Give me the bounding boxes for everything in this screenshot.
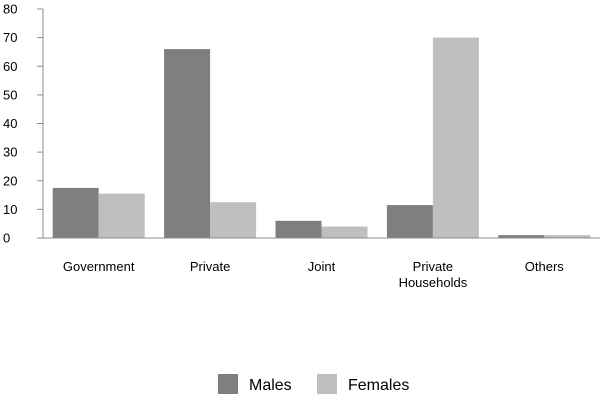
legend-swatch-females [317, 374, 337, 394]
bar-females-0 [98, 193, 145, 238]
legend-label-males: Males [249, 377, 292, 394]
plot-area [52, 37, 591, 239]
x-tick-label-line: Others [525, 259, 565, 274]
x-tick-label: Joint [308, 259, 336, 274]
y-tick-label: 40 [3, 116, 17, 131]
y-tick-label: 0 [3, 231, 10, 246]
bar-females-3 [432, 37, 479, 238]
bar-males-4 [498, 235, 545, 238]
y-axis: 0 10 20 30 40 50 60 70 80 [3, 2, 44, 246]
y-tick-label: 10 [3, 202, 17, 217]
legend-label-females: Females [348, 377, 409, 394]
x-tick-label: Government [63, 259, 135, 274]
x-tick-label: Private [190, 259, 230, 274]
x-tick-label-line: Private [413, 259, 453, 274]
x-axis: Government Private Joint Private HouseholdsO… [43, 237, 600, 290]
y-tick-label: 60 [3, 59, 17, 74]
x-tick-label: Others [525, 259, 565, 274]
x-tick-label-line: Government [63, 259, 135, 274]
y-tick-label: 70 [3, 30, 17, 45]
bar-females-1 [210, 202, 257, 238]
bar-males-3 [386, 205, 433, 238]
bar-females-4 [544, 235, 591, 238]
bar-males-1 [164, 49, 211, 239]
y-tick-label: 20 [3, 173, 17, 188]
y-tick-label: 80 [3, 2, 17, 17]
x-tick-label-line: Private [190, 259, 230, 274]
x-tick-label: Private Households [399, 259, 468, 290]
legend-swatch-males [218, 374, 238, 394]
x-tick-label-line: Households [399, 275, 468, 290]
bar-females-2 [321, 226, 368, 238]
y-tick-label: 50 [3, 87, 17, 102]
y-tick-label: 30 [3, 145, 17, 160]
legend: Males Females [218, 374, 409, 394]
x-tick-label-line: Joint [308, 259, 336, 274]
bar-males-0 [52, 187, 99, 238]
bar-males-2 [275, 220, 322, 238]
